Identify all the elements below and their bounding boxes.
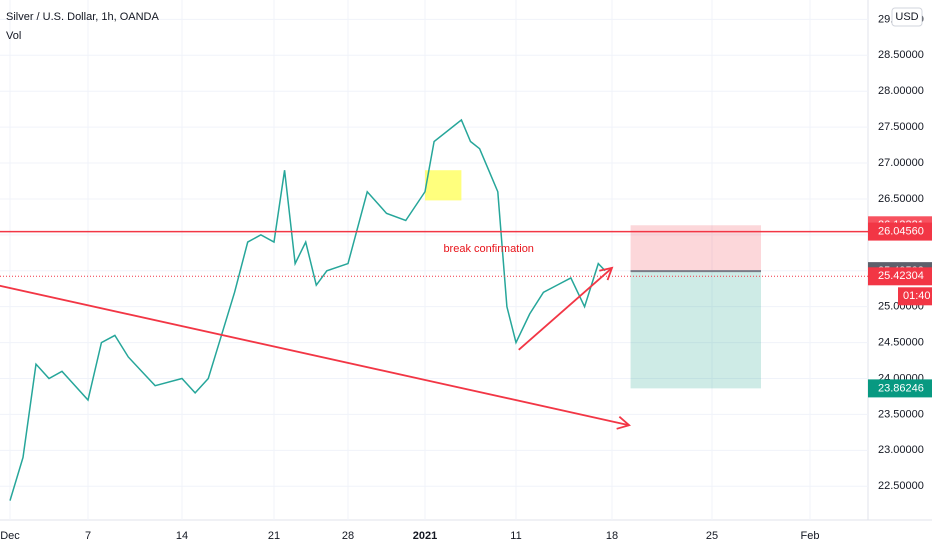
currency[interactable]: USD	[895, 11, 918, 23]
axis: 22.5000023.0000023.5000024.0000024.50000…	[0, 13, 932, 542]
y-tick-label: 22.50000	[878, 480, 924, 492]
x-tick-label: Dec	[0, 530, 20, 542]
arrow	[518, 267, 613, 351]
chart-title: Silver / U.S. Dollar, 1h, OANDA	[6, 11, 159, 23]
y-tick-label: 24.50000	[878, 337, 924, 349]
x-tick-label: 11	[510, 530, 521, 542]
last-price-tag	[868, 267, 932, 286]
target-zone	[630, 271, 761, 389]
x-tick-label: 25	[706, 530, 718, 542]
stop-zone	[630, 225, 761, 272]
chart-subtitle: Vol	[6, 30, 21, 42]
x-tick-label: 18	[606, 530, 618, 542]
y-tick-label: 28.00000	[878, 85, 924, 97]
x-tick-label: Feb	[801, 530, 820, 542]
highlight-box	[425, 170, 462, 201]
target-tag-label: 23.86246	[878, 382, 924, 394]
price-line	[9, 118, 606, 501]
x-tick-label: 21	[268, 530, 280, 542]
countdown-tag	[898, 287, 932, 306]
y-tick-label: 27.50000	[878, 121, 924, 133]
y-tick-label: 23.00000	[878, 444, 924, 456]
y-tick-label: 28.50000	[878, 49, 924, 61]
x-tick-label: 28	[342, 530, 354, 542]
x-tick-label: 14	[176, 530, 188, 542]
arrow-head	[616, 415, 631, 430]
plot: break confirmation	[0, 118, 868, 501]
target-tag	[868, 379, 932, 398]
arrow-head	[599, 266, 614, 281]
currency-button[interactable]	[891, 7, 923, 27]
y-tick-label: 26.50000	[878, 193, 924, 205]
last-price-tag-label: 25.42304	[878, 270, 924, 282]
x-tick-label: 7	[85, 530, 91, 542]
y-tick-label: 23.50000	[878, 408, 924, 420]
resistance-tag	[868, 222, 932, 241]
resistance-tag-label: 26.04560	[878, 225, 924, 237]
grid	[0, 0, 868, 520]
trendline	[0, 284, 630, 427]
annotation: break confirmation	[443, 243, 534, 255]
countdown: 01:40	[903, 290, 931, 302]
x-tick-label: 2021	[413, 530, 437, 542]
y-tick-label: 27.00000	[878, 157, 924, 169]
